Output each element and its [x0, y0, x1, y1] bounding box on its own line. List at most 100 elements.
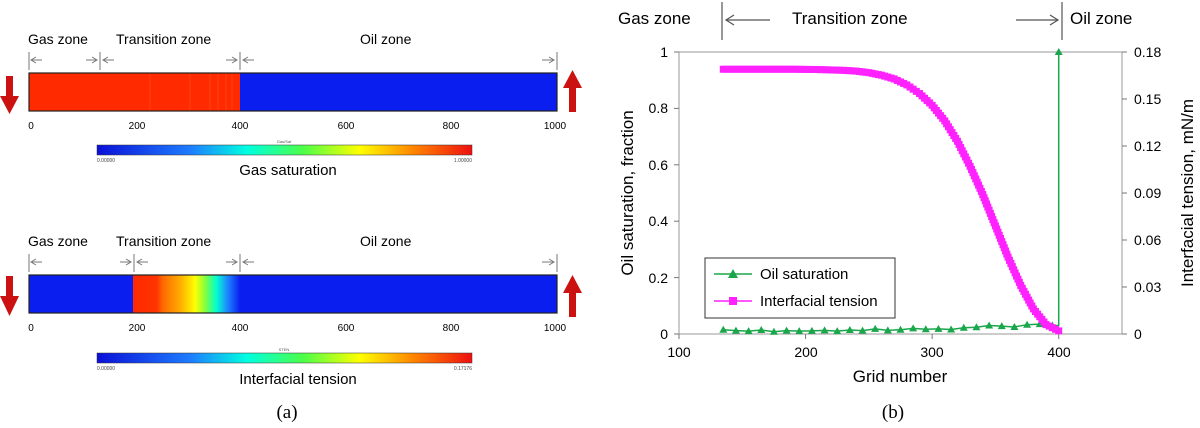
- colorbar-max: 0.17176: [454, 366, 472, 372]
- gas-saturation-label: Gas saturation: [239, 162, 337, 179]
- gas-saturation-colorbar: [96, 144, 473, 156]
- ift-marker: [723, 65, 731, 73]
- ift-marker: [793, 65, 801, 73]
- axis-ticks: [674, 51, 1127, 339]
- x-tick-label: 200: [794, 344, 818, 360]
- ift-marker: [719, 65, 727, 73]
- gas-saturation-striations: [149, 73, 233, 111]
- panel-a-bottom: Gas zone Transition zone Oil zone 0 200 …: [0, 233, 582, 388]
- tick-label: 800: [443, 323, 460, 334]
- legend: Oil saturation Interfacial tension: [704, 257, 896, 319]
- gas-saturation-gas-region: [29, 73, 240, 111]
- y-tick-label: 0.6: [649, 157, 669, 173]
- up-arrow-icon: [563, 70, 582, 112]
- ift-marker: [731, 65, 739, 73]
- oil-saturation-marker: [934, 324, 943, 332]
- ift-marker: [767, 65, 775, 73]
- tick-label: 0: [28, 121, 34, 132]
- y2-tick-label: 0.15: [1134, 91, 1161, 107]
- oil-saturation-marker: [807, 326, 816, 334]
- y-tick-label: 0.8: [649, 100, 669, 116]
- ift-marker: [753, 65, 761, 73]
- panel-a-caption: (a): [276, 402, 297, 423]
- gas-zone-label: Gas zone: [618, 9, 691, 28]
- ift-marker: [785, 65, 793, 73]
- oil-saturation-marker: [719, 325, 728, 333]
- down-arrow-icon: [0, 76, 19, 114]
- y2-tick-label: 0.06: [1134, 232, 1161, 248]
- y-axis-title: Oil saturation, fraction: [618, 110, 637, 275]
- oil-saturation-marker: [757, 326, 766, 334]
- y2-tick-label: 0.03: [1134, 279, 1161, 295]
- oil-saturation-marker: [972, 323, 981, 331]
- ift-marker: [814, 66, 822, 74]
- ift-marker: [749, 65, 757, 73]
- oil-saturation-marker: [769, 327, 778, 335]
- oil-saturation-marker: [833, 327, 842, 335]
- colorbar-title: Gas/Sat: [277, 139, 292, 144]
- tick-label: 400: [232, 121, 249, 132]
- top-strip-ticks: 0 200 400 600 800 1000: [28, 121, 566, 132]
- colorbar-title: STEN: [279, 347, 290, 352]
- oil-saturation-marker: [997, 322, 1006, 330]
- zone-arrows: [28, 254, 558, 272]
- ift-marker: [821, 66, 829, 74]
- ift-marker: [782, 65, 790, 73]
- tick-label: 600: [338, 323, 355, 334]
- oil-saturation-marker: [883, 326, 892, 334]
- panel-b-zone-arrows: [721, 2, 1063, 40]
- oil-saturation-marker: [909, 324, 918, 332]
- colorbar-min: 0.00000: [97, 158, 115, 164]
- tick-label: 1000: [544, 121, 567, 132]
- ift-marker: [760, 65, 768, 73]
- ift-transition-region: [133, 275, 240, 313]
- y-tick-label: 0: [660, 326, 668, 342]
- transition-zone-label: Transition zone: [116, 31, 211, 47]
- colorbar-max: 1.00000: [454, 158, 472, 164]
- ift-marker: [774, 65, 782, 73]
- ift-marker: [796, 65, 804, 73]
- y-tick-label: 0.4: [649, 213, 669, 229]
- oil-saturation-marker: [985, 321, 994, 329]
- oil-zone-label: Oil zone: [1070, 9, 1132, 28]
- ift-marker: [1055, 327, 1063, 335]
- ift-marker: [738, 65, 746, 73]
- y2-tick-label: 0.18: [1134, 44, 1161, 60]
- series-layer: [719, 48, 1063, 335]
- oil-saturation-marker: [820, 326, 829, 334]
- ift-marker: [832, 66, 840, 74]
- ift-marker: [818, 66, 826, 74]
- oil-zone-label: Oil zone: [360, 233, 412, 249]
- tick-label: 1000: [544, 323, 567, 334]
- up-arrow-icon: [563, 275, 582, 317]
- ift-marker: [829, 66, 837, 74]
- oil-saturation-marker: [959, 323, 968, 331]
- oil-saturation-marker: [947, 325, 956, 333]
- oil-saturation-marker: [858, 326, 867, 334]
- oil-saturation-marker: [795, 327, 804, 335]
- ift-marker: [734, 65, 742, 73]
- ift-marker: [764, 65, 772, 73]
- oil-saturation-marker: [744, 327, 753, 335]
- panel-b-zone-header: Gas zone Transition zone Oil zone: [618, 9, 1132, 28]
- ift-marker: [811, 66, 819, 74]
- y-axis-right-labels: 0 0.03 0.06 0.09 0.12 0.15 0.18: [1134, 44, 1161, 342]
- interfacial-tension-label: Interfacial tension: [239, 371, 357, 388]
- ift-marker: [756, 65, 764, 73]
- gas-saturation-oil-region: [240, 73, 557, 111]
- oil-saturation-marker: [1023, 320, 1032, 328]
- legend-ift-label: Interfacial tension: [760, 293, 878, 310]
- legend-box: [704, 257, 896, 319]
- oil-zone-label: Oil zone: [360, 31, 412, 47]
- oil-saturation-marker: [731, 326, 740, 334]
- panel-b: Gas zone Transition zone Oil zone 0 0.2 …: [618, 2, 1197, 386]
- ift-marker: [778, 65, 786, 73]
- ift-marker: [727, 65, 735, 73]
- ift-marker: [800, 65, 808, 73]
- tick-label: 200: [129, 323, 146, 334]
- ift-marker: [836, 66, 844, 74]
- ift-marker: [807, 65, 815, 73]
- oil-saturation-marker: [921, 325, 930, 333]
- tick-label: 600: [338, 121, 355, 132]
